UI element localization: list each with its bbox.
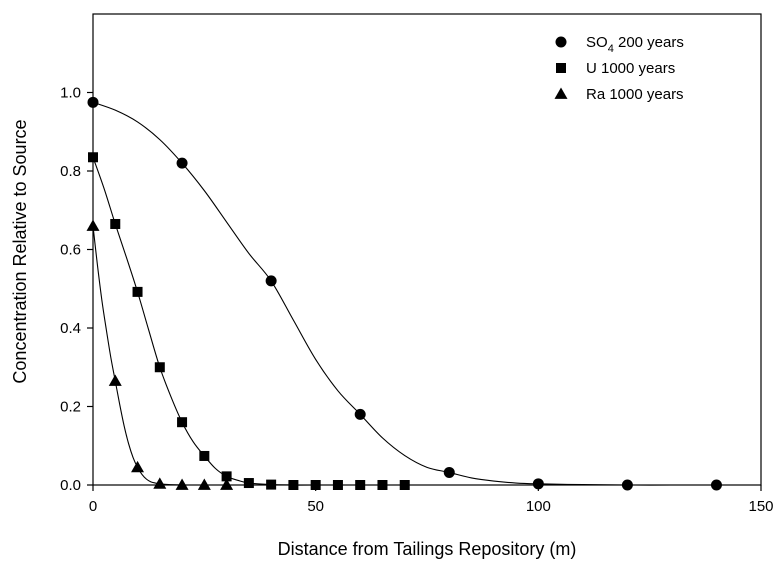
data-point-square <box>288 480 299 490</box>
y-axis-label: Concentration Relative to Source <box>10 119 30 383</box>
x-tick-label: 150 <box>748 498 773 515</box>
legend-label: Ra 1000 years <box>586 86 684 103</box>
plot-frame <box>92 13 762 486</box>
data-point-square <box>355 480 366 490</box>
legend: SO4 200 years U 1000 years Ra 1000 years <box>554 34 684 103</box>
x-tick-label: 100 <box>526 498 551 515</box>
series-line-square <box>92 157 405 486</box>
data-point-square <box>199 450 210 461</box>
data-point-square <box>110 218 121 229</box>
series-line-circle <box>92 101 761 486</box>
data-point-circle <box>532 478 544 490</box>
series-line-triangle <box>92 225 183 486</box>
legend-marker-square <box>556 63 566 73</box>
data-point-triangle <box>175 478 189 490</box>
data-point-circle <box>176 157 188 169</box>
data-point-square <box>310 480 321 490</box>
y-axis-ticks: 0.0 0.2 0.4 0.6 0.8 1.0 <box>60 85 93 494</box>
x-tick-label: 0 <box>89 498 97 515</box>
data-point-triangle <box>108 374 122 386</box>
data-point-triangle <box>220 478 234 490</box>
plot-border <box>92 13 762 486</box>
y-tick-label: 0.4 <box>60 320 81 337</box>
data-point-triangle <box>131 460 145 473</box>
data-point-circle <box>443 466 455 478</box>
legend-marker-triangle <box>554 87 568 99</box>
data-point-square <box>177 417 188 428</box>
y-tick-label: 0.6 <box>60 242 81 259</box>
y-tick-label: 1.0 <box>60 85 81 102</box>
data-point-triangle <box>86 219 100 231</box>
data-point-square <box>88 152 98 163</box>
data-point-square <box>243 478 254 489</box>
data-point-square <box>154 362 165 373</box>
y-tick-label: 0.8 <box>60 163 81 180</box>
data-point-square <box>266 479 277 490</box>
data-point-square <box>221 471 232 482</box>
y-tick-label: 0.0 <box>60 477 81 494</box>
data-point-circle <box>710 479 722 491</box>
series-curves <box>92 101 761 486</box>
x-axis-label: Distance from Tailings Repository (m) <box>278 539 577 559</box>
data-point-triangle <box>197 478 211 490</box>
y-tick-label: 0.2 <box>60 399 81 416</box>
legend-marker-circle <box>555 36 567 48</box>
data-point-square <box>332 480 343 490</box>
data-point-square <box>377 480 388 490</box>
data-point-square <box>399 480 410 490</box>
x-axis-ticks: 0 50 100 150 <box>89 485 774 515</box>
data-point-square <box>132 286 143 297</box>
x-tick-label: 50 <box>307 498 324 515</box>
data-point-circle <box>621 479 633 491</box>
data-point-triangle <box>153 477 167 489</box>
data-point-circle <box>87 96 99 108</box>
legend-label: U 1000 years <box>586 60 675 77</box>
legend-label: SO4 200 years <box>586 34 684 55</box>
data-point-circle <box>265 275 277 287</box>
series-markers <box>86 96 722 491</box>
data-point-circle <box>354 408 366 420</box>
